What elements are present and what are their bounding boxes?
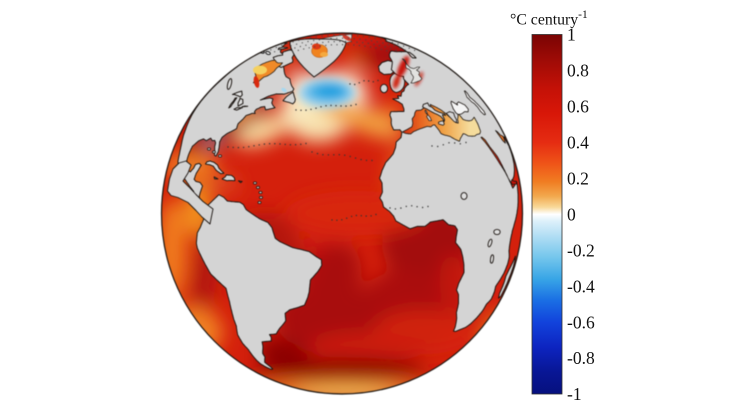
svg-text:1: 1 (567, 25, 576, 45)
svg-text:0.4: 0.4 (567, 133, 589, 153)
svg-text:0.2: 0.2 (567, 169, 589, 189)
svg-text:°C century-1: °C century-1 (510, 9, 588, 29)
svg-text:0.6: 0.6 (567, 97, 589, 117)
svg-text:-0.2: -0.2 (567, 240, 595, 260)
svg-text:-0.4: -0.4 (567, 276, 595, 296)
svg-text:-0.8: -0.8 (567, 348, 595, 368)
svg-text:0.8: 0.8 (567, 61, 589, 81)
svg-text:0: 0 (567, 204, 576, 224)
svg-text:-0.6: -0.6 (567, 312, 595, 332)
svg-text:-1: -1 (567, 384, 582, 404)
